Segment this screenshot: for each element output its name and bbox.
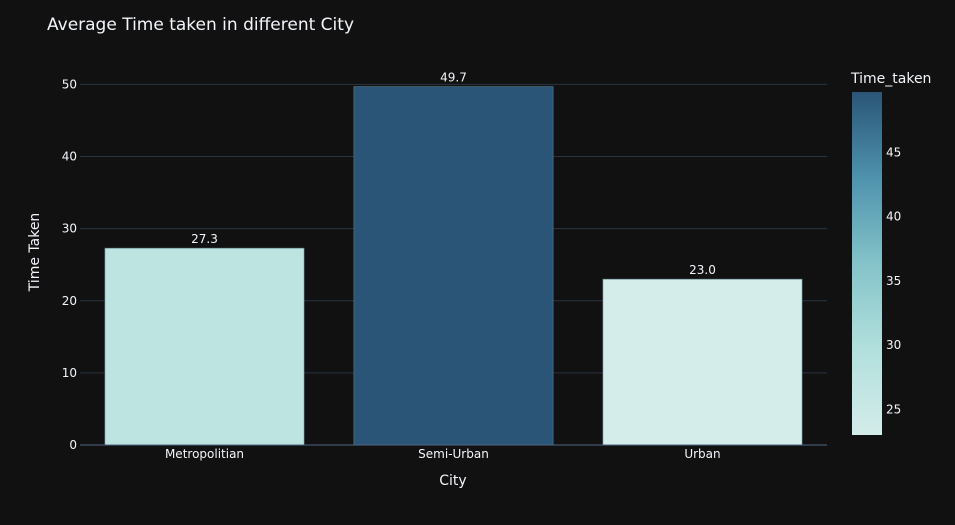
y-tick-label: 50	[62, 77, 77, 91]
x-axis-ticks: Metropolitian Semi-Urban Urban	[165, 447, 721, 461]
colorbar-tick-label: 25	[886, 402, 901, 416]
x-axis-title: City	[439, 473, 466, 489]
chart-title: Average Time taken in different City	[47, 15, 354, 35]
x-tick-label: Semi-Urban	[418, 447, 489, 461]
bar-semi-urban	[353, 86, 554, 446]
y-tick-label: 30	[62, 222, 77, 236]
bar-metropolitian	[104, 247, 305, 446]
colorbar-tick-label: 35	[886, 274, 901, 288]
y-tick-label: 0	[69, 438, 77, 452]
colorbar-title: Time_taken	[850, 71, 931, 87]
bar-value-label: 23.0	[689, 263, 716, 277]
colorbar-tick-label: 45	[886, 145, 901, 159]
colorbar: Time_taken 25 30 35 40 45	[850, 71, 931, 435]
y-tick-label: 20	[62, 294, 77, 308]
y-axis-title: Time Taken	[27, 213, 43, 293]
bars	[104, 86, 803, 446]
x-tick-label: Urban	[684, 447, 720, 461]
data-labels: 27.3 49.7 23.0	[191, 71, 716, 278]
colorbar-gradient	[852, 92, 882, 435]
bar-value-label: 27.3	[191, 232, 218, 246]
y-tick-label: 10	[62, 366, 77, 380]
x-tick-label: Metropolitian	[165, 447, 244, 461]
colorbar-tick-label: 30	[886, 338, 901, 352]
y-tick-label: 40	[62, 150, 77, 164]
bar-urban	[602, 278, 803, 446]
y-axis-ticks: 0 10 20 30 40 50	[62, 77, 77, 452]
bar-value-label: 49.7	[440, 71, 467, 85]
colorbar-ticks: 25 30 35 40 45	[886, 145, 901, 416]
colorbar-tick-label: 40	[886, 210, 901, 224]
